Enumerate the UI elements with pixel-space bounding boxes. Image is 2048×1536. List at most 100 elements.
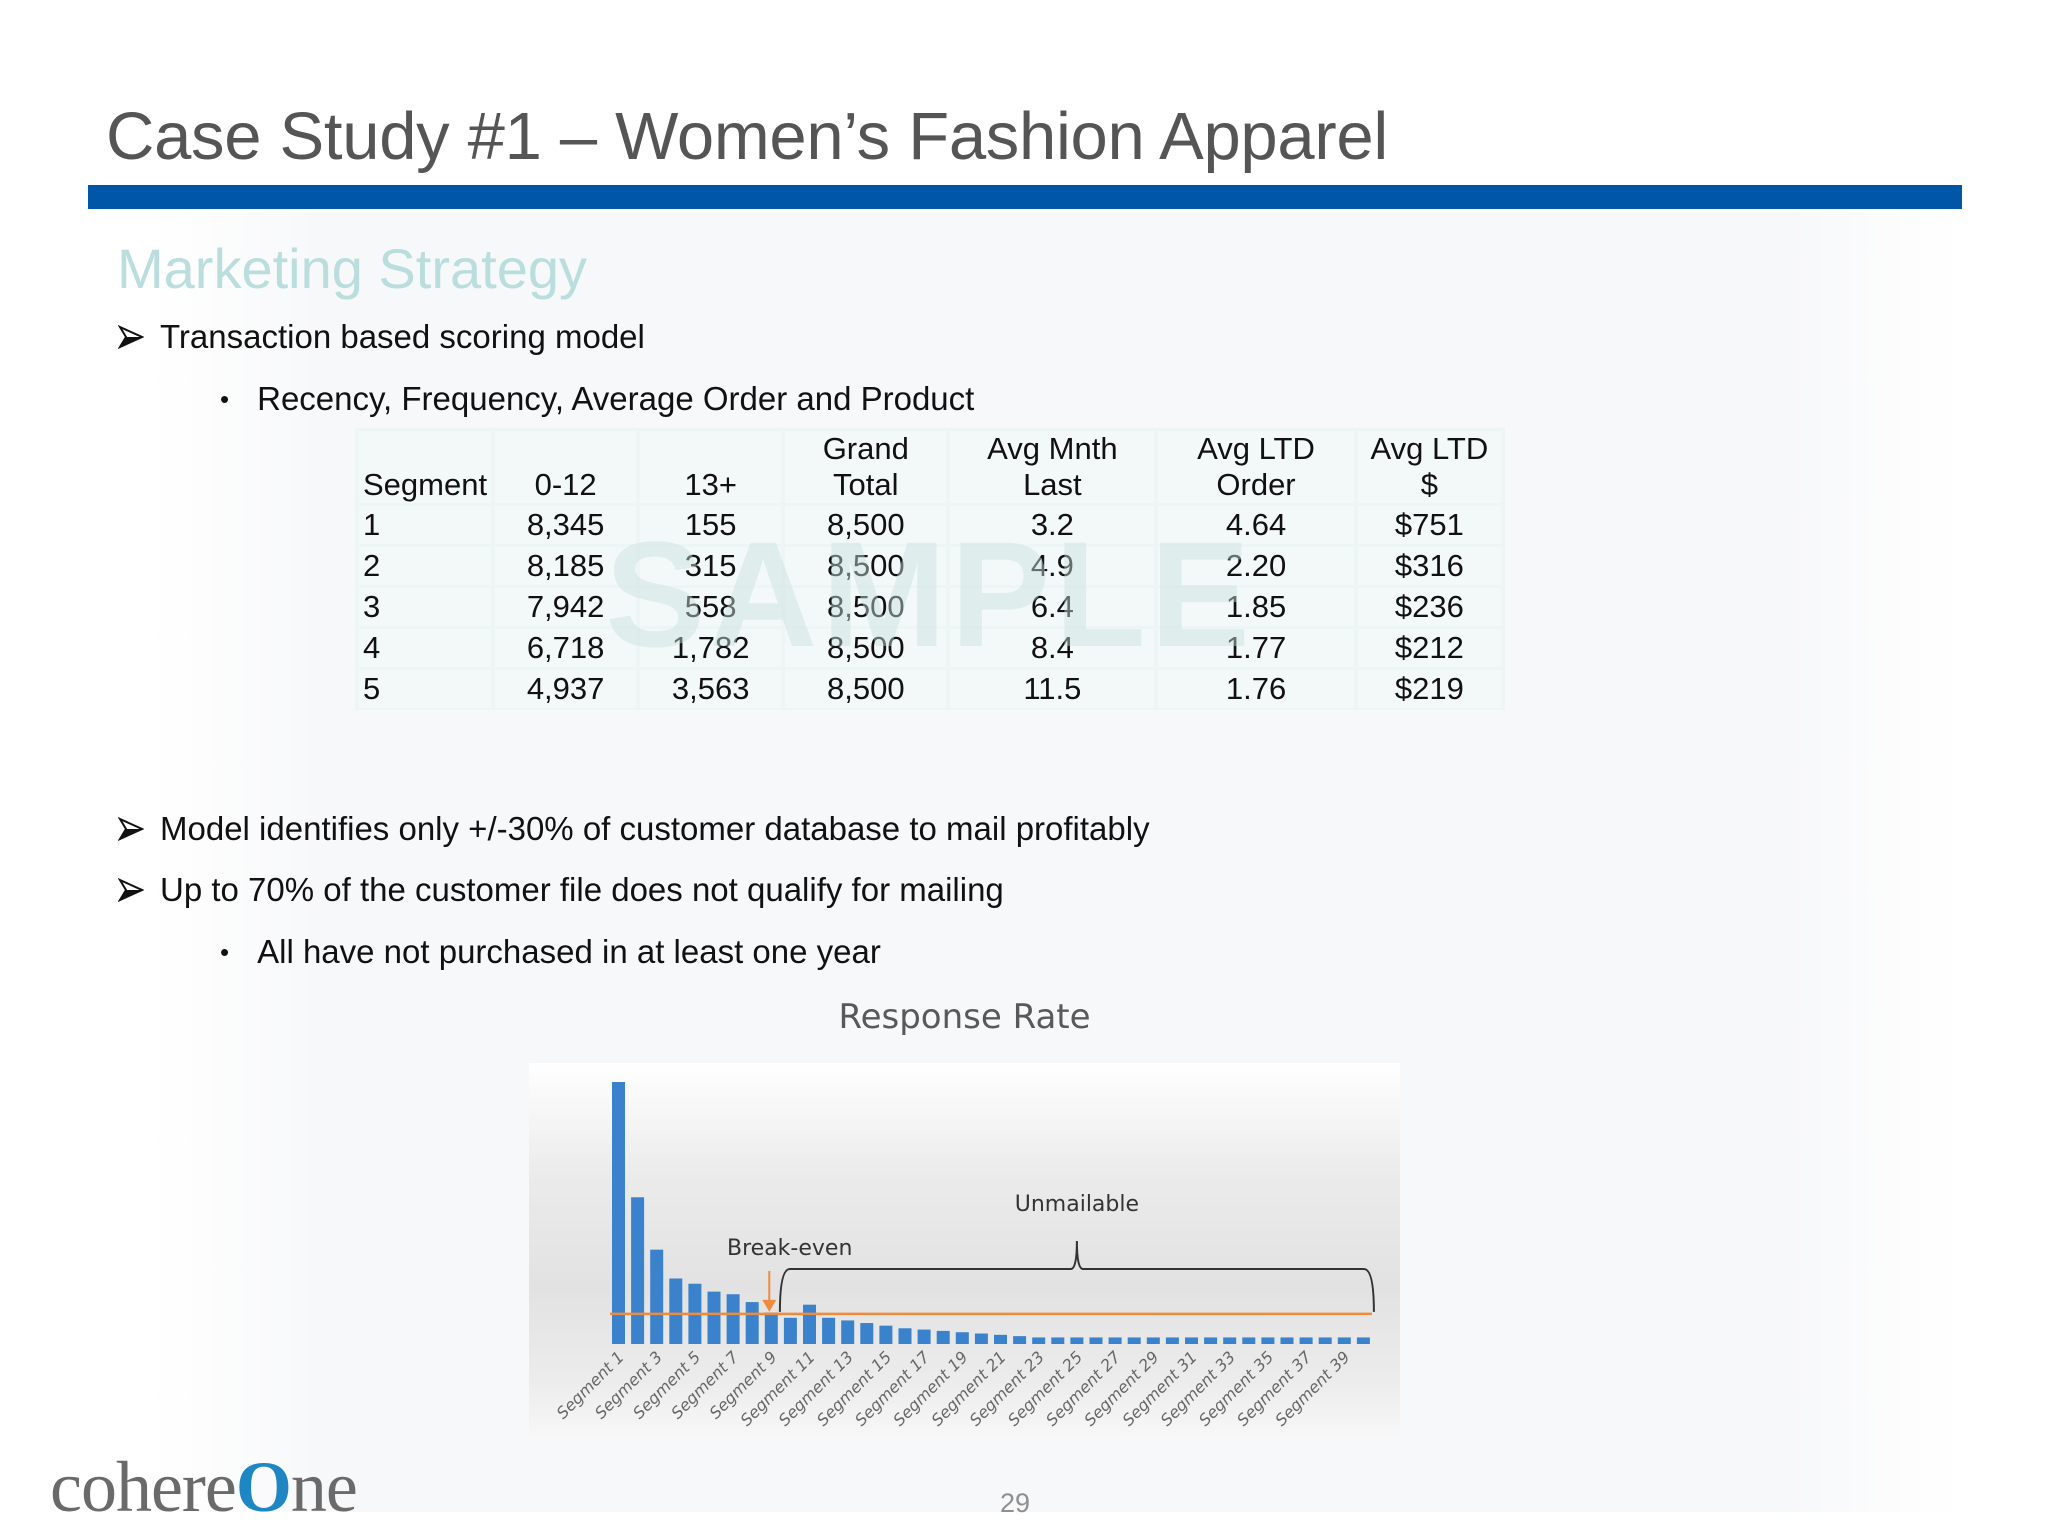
table-row: 3 7,942 558 8,500 6.4 1.85 $236 [359,588,1501,626]
bullet-level1: Model identifies only +/-30% of customer… [118,810,1150,848]
cell-grand-total: 8,500 [785,670,947,708]
cell-avg-ltd-order: 2.20 [1158,547,1354,585]
response-rate-chart: Response Rate Break-even Unmailable Segmen… [529,993,1400,1437]
bullet-text: Up to 70% of the customer file does not … [160,871,1004,908]
chart-bar [994,1334,1007,1344]
chart-bar [841,1320,855,1344]
cell-avg-mnth-last: 4.9 [950,547,1155,585]
chart-bar [1280,1337,1294,1344]
cell-avg-mnth-last: 6.4 [950,588,1155,626]
chart-plot-background [529,1063,1400,1437]
cell-13-plus: 315 [640,547,782,585]
column-header-0-12: 0-12 [495,431,637,503]
cell-0-12: 8,185 [495,547,637,585]
cell-grand-total: 8,500 [785,547,947,585]
cell-avg-ltd-dollars: $316 [1357,547,1501,585]
breakeven-label: Break-even [727,1236,852,1261]
chart-bar [707,1291,721,1344]
cell-avg-ltd-dollars: $212 [1357,629,1501,667]
chart-bar [974,1333,988,1344]
chart-bar [783,1317,797,1344]
chart-bar [1070,1337,1084,1344]
chart-bar [917,1329,931,1344]
bullet-level1: Up to 70% of the customer file does not … [118,871,1004,909]
table-row: 5 4,937 3,563 8,500 11.5 1.76 $219 [359,670,1501,708]
chart-bar [1261,1337,1275,1344]
chart-bar [860,1323,874,1344]
chart-bar [822,1317,836,1344]
chart-bar [669,1278,683,1344]
chart-bar [1337,1337,1351,1344]
chart-bar [1299,1337,1313,1344]
cell-segment: 2 [359,547,492,585]
chart-bar [898,1328,912,1344]
bullet-level1: Transaction based scoring model [118,318,645,356]
table-header-row: Segment 0-12 13+ Grand Total Avg Mnth Last… [359,431,1501,503]
cell-avg-ltd-order: 1.76 [1158,670,1354,708]
cell-grand-total: 8,500 [785,629,947,667]
cohereone-logo: cohereOne [50,1447,358,1527]
cell-avg-ltd-dollars: $236 [1357,588,1501,626]
cell-grand-total: 8,500 [785,588,947,626]
bullet-text: Model identifies only +/-30% of customer… [160,810,1150,847]
unmailable-label: Unmailable [1015,1192,1139,1217]
cell-0-12: 4,937 [495,670,637,708]
chart-bar [1032,1337,1046,1344]
cell-avg-mnth-last: 11.5 [950,670,1155,708]
cell-segment: 1 [359,506,492,544]
cell-avg-ltd-order: 1.77 [1158,629,1354,667]
chart-bar [726,1294,740,1344]
chart-bar [1165,1337,1179,1344]
cell-avg-ltd-order: 4.64 [1158,506,1354,544]
chart-bar [803,1304,816,1344]
title-divider-bar [88,185,1962,209]
table-row: 1 8,345 155 8,500 3.2 4.64 $751 [359,506,1501,544]
column-header-segment: Segment [359,431,492,503]
cell-0-12: 7,942 [495,588,637,626]
cell-13-plus: 3,563 [640,670,782,708]
cell-avg-ltd-order: 1.85 [1158,588,1354,626]
cell-avg-mnth-last: 8.4 [950,629,1155,667]
bullet-level2: • Recency, Frequency, Average Order and … [220,380,974,418]
cell-0-12: 8,345 [495,506,637,544]
unmailable-brace-icon [778,1240,1375,1312]
cell-13-plus: 558 [640,588,782,626]
chart-bar [1242,1337,1256,1344]
column-header-avg-ltd-order: Avg LTD Order [1158,431,1354,503]
chart-bar [1223,1337,1237,1344]
cell-13-plus: 155 [640,506,782,544]
bullet-text: Transaction based scoring model [160,318,645,355]
cell-avg-ltd-dollars: $751 [1357,506,1501,544]
arrow-bullet-icon [118,324,144,350]
dot-bullet-icon: • [220,936,230,967]
segment-table: Segment 0-12 13+ Grand Total Avg Mnth Last… [355,428,1505,710]
dot-bullet-icon: • [220,383,230,414]
cell-grand-total: 8,500 [785,506,947,544]
cell-avg-mnth-last: 3.2 [950,506,1155,544]
chart-bar [955,1332,969,1344]
cell-0-12: 6,718 [495,629,637,667]
cell-segment: 4 [359,629,492,667]
cell-13-plus: 1,782 [640,629,782,667]
chart-bar [1127,1337,1141,1344]
chart-bar [1185,1337,1198,1344]
bullet-text: Recency, Frequency, Average Order and Pr… [257,380,975,417]
column-header-avg-mnth-last: Avg Mnth Last [950,431,1155,503]
chart-bar [1013,1336,1027,1344]
arrow-bullet-icon [118,816,144,842]
breakeven-arrowhead-icon [762,1299,777,1312]
chart-bar [1204,1337,1218,1344]
bullet-level2: • All have not purchased in at least one… [220,933,881,971]
bullet-text: All have not purchased in at least one y… [257,933,881,970]
chart-bar [879,1325,893,1344]
chart-bar [936,1330,950,1344]
chart-bar [631,1197,645,1344]
chart-title: Response Rate [838,997,1091,1037]
chart-bar [612,1082,625,1344]
chart-bar [650,1249,664,1344]
column-header-avg-ltd-dollars: Avg LTD $ [1357,431,1501,503]
cell-avg-ltd-dollars: $219 [1357,670,1501,708]
chart-bar [745,1302,759,1344]
table-row: 2 8,185 315 8,500 4.9 2.20 $316 [359,547,1501,585]
